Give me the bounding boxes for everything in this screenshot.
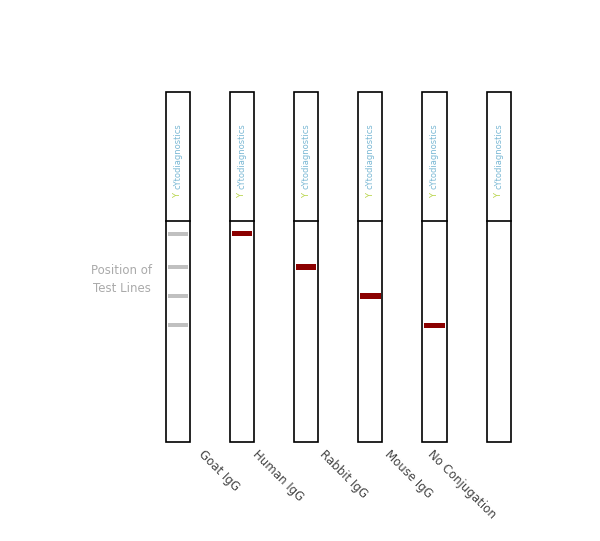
Bar bbox=[422, 92, 446, 442]
Text: cYtodiagnostics: cYtodiagnostics bbox=[173, 124, 182, 189]
Text: Mouse IgG: Mouse IgG bbox=[382, 448, 434, 501]
Text: cYtodiagnostics: cYtodiagnostics bbox=[494, 124, 503, 189]
Bar bbox=[166, 92, 190, 442]
Text: Y: Y bbox=[366, 193, 375, 197]
Text: Y: Y bbox=[238, 193, 247, 197]
Text: Y: Y bbox=[494, 193, 503, 197]
Bar bbox=[358, 92, 382, 442]
Bar bbox=[167, 294, 188, 298]
Text: Y: Y bbox=[430, 193, 439, 197]
Bar bbox=[167, 265, 188, 269]
Text: Y: Y bbox=[173, 193, 182, 197]
Bar bbox=[424, 322, 445, 328]
Text: cYtodiagnostics: cYtodiagnostics bbox=[302, 124, 311, 189]
Bar bbox=[360, 293, 380, 299]
Bar bbox=[230, 92, 254, 442]
Text: Rabbit IgG: Rabbit IgG bbox=[317, 448, 370, 501]
Bar bbox=[167, 232, 188, 235]
Text: Human IgG: Human IgG bbox=[250, 448, 306, 504]
Text: cYtodiagnostics: cYtodiagnostics bbox=[366, 124, 375, 189]
Text: cYtodiagnostics: cYtodiagnostics bbox=[430, 124, 439, 189]
Bar bbox=[294, 92, 318, 442]
Text: Position of
Test Lines: Position of Test Lines bbox=[91, 264, 152, 295]
Bar bbox=[167, 324, 188, 327]
Bar bbox=[296, 264, 316, 269]
Bar bbox=[232, 231, 252, 236]
Text: No Conjugation: No Conjugation bbox=[425, 448, 499, 522]
Bar bbox=[487, 92, 511, 442]
Text: cYtodiagnostics: cYtodiagnostics bbox=[238, 124, 247, 189]
Text: Goat IgG: Goat IgG bbox=[196, 448, 242, 494]
Text: Y: Y bbox=[302, 193, 311, 197]
